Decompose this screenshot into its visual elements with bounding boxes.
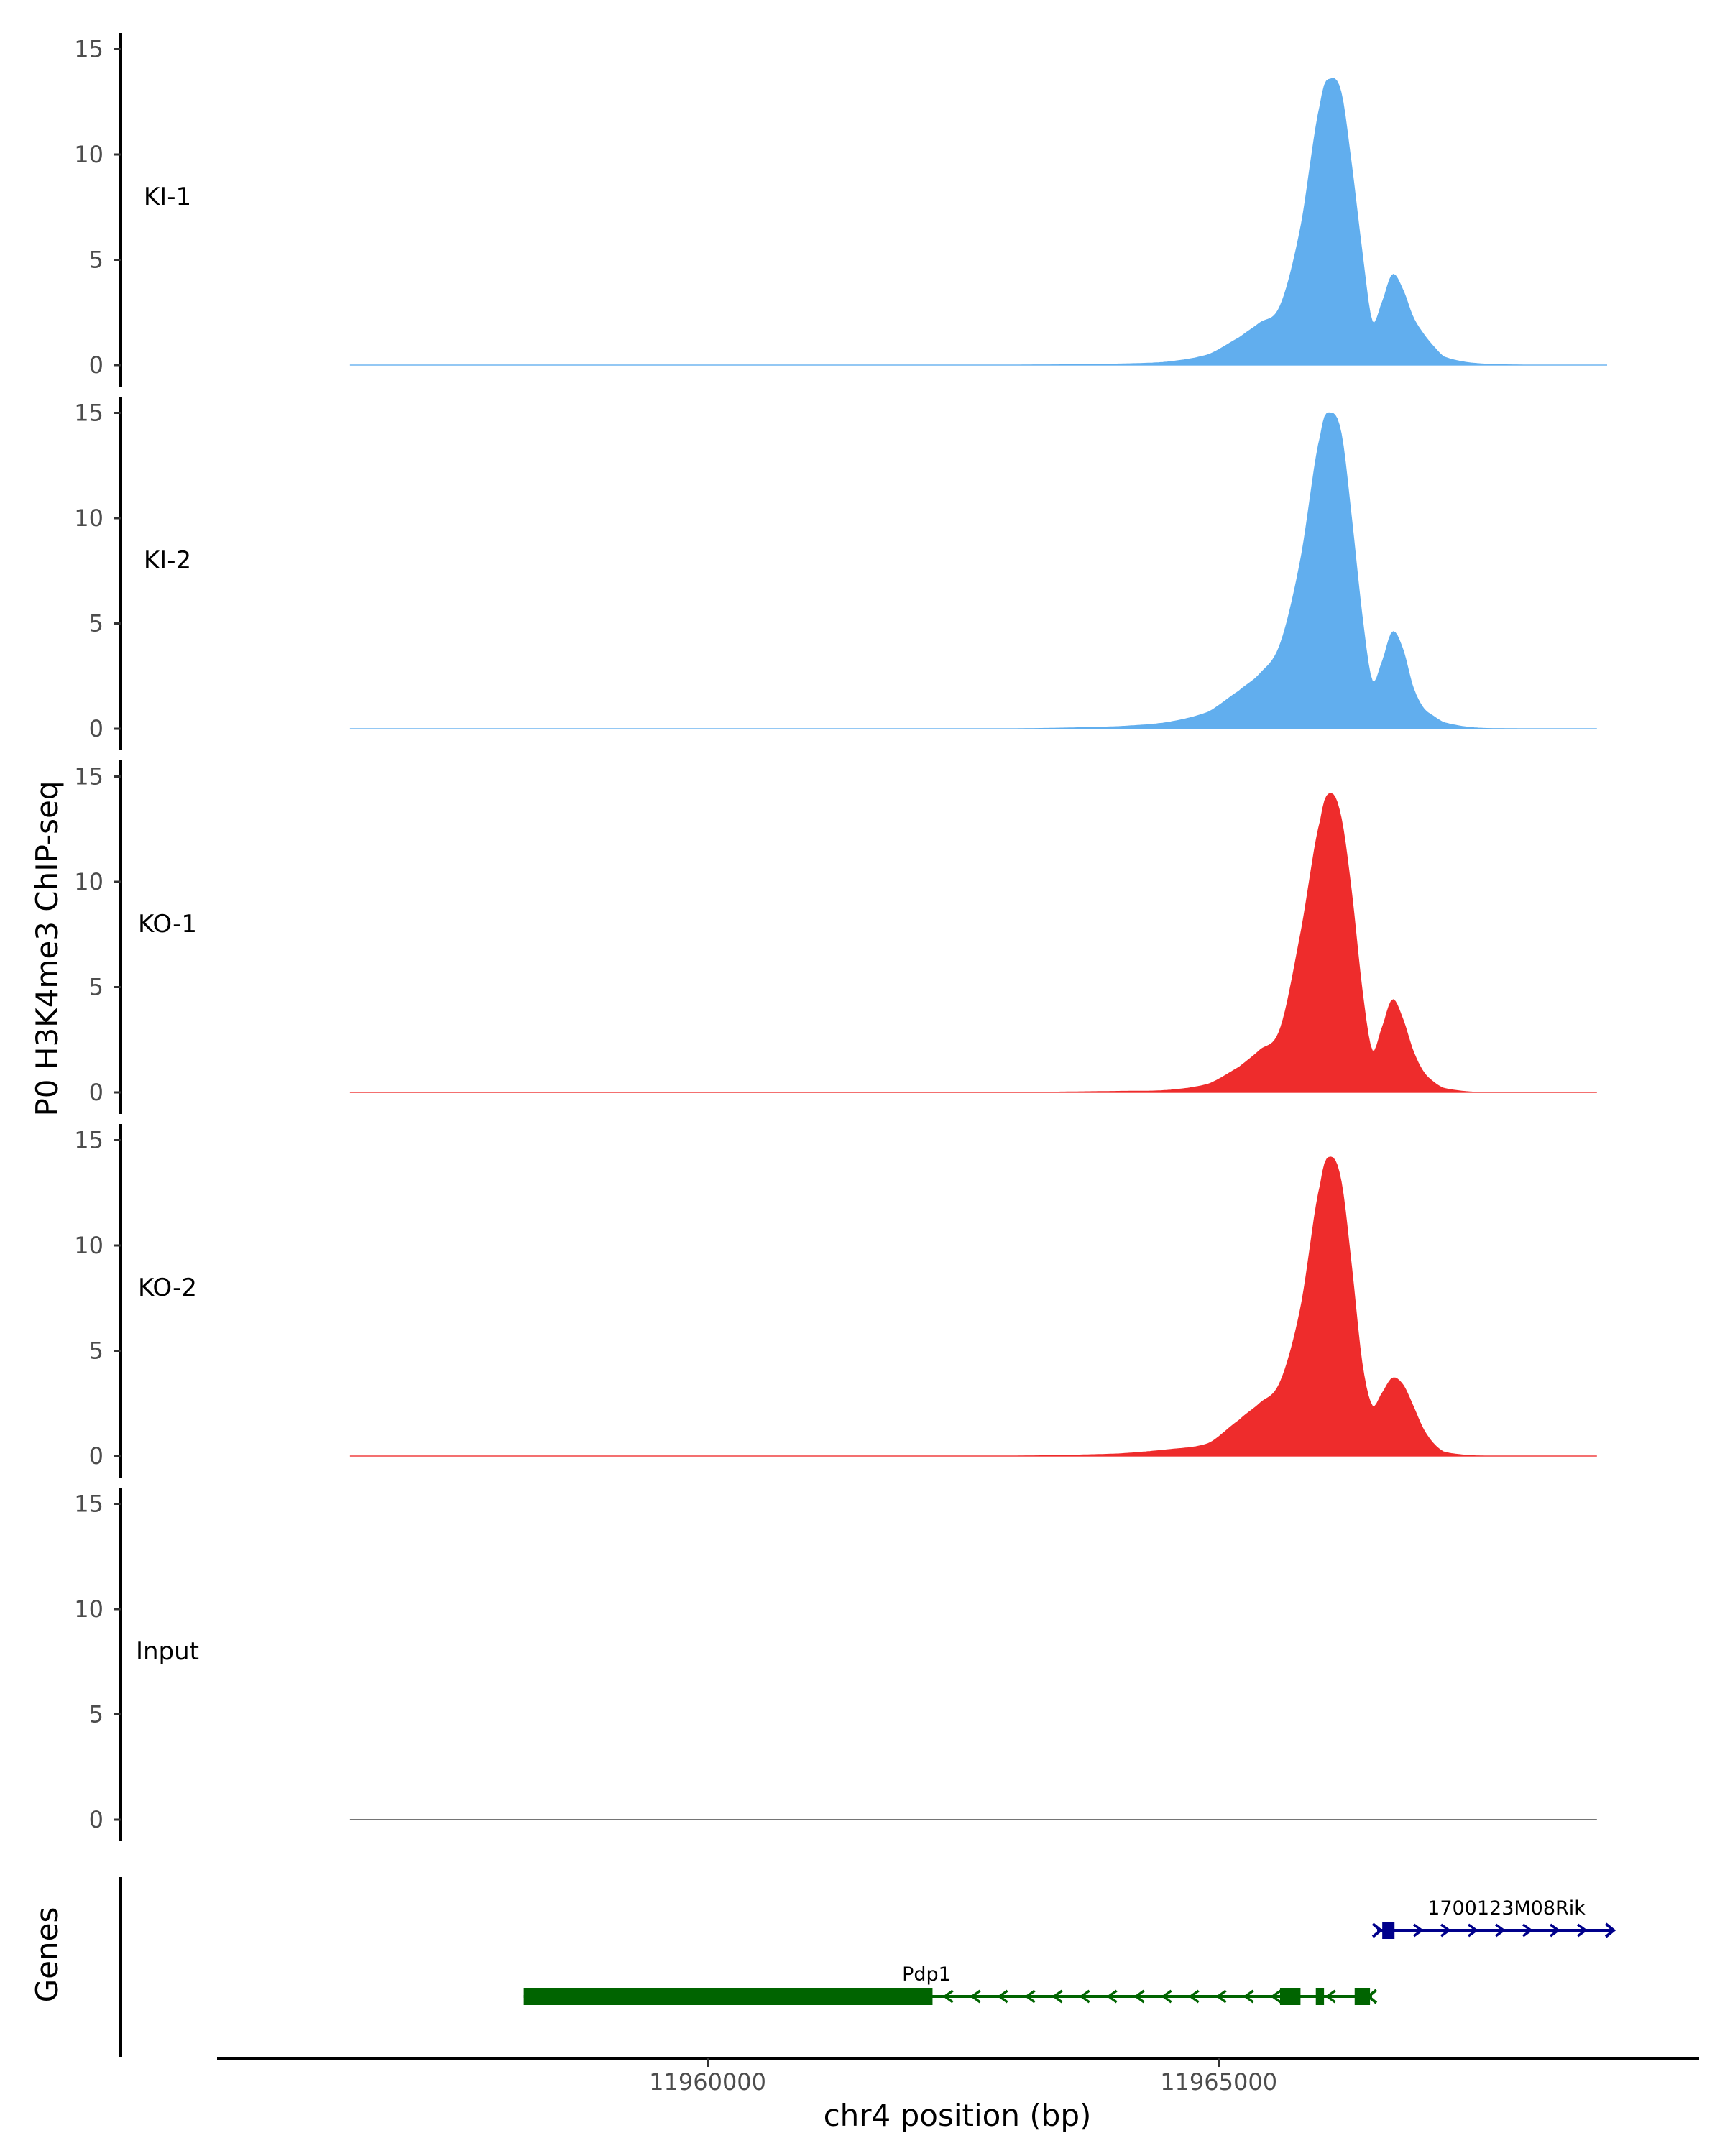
exon xyxy=(523,1988,933,2005)
exon xyxy=(1354,1988,1371,2005)
strand-arrow xyxy=(942,1989,954,2004)
y-tick-label: 5 xyxy=(89,610,104,637)
y-tick-label: 10 xyxy=(74,1232,104,1259)
y-tick-label: 0 xyxy=(89,1079,104,1106)
strand-arrow xyxy=(1215,1989,1227,2004)
track-label: KI-2 xyxy=(144,546,191,575)
gene-1700123m08rik: 1700123M08Rik xyxy=(1371,1897,1616,1939)
strand-arrow xyxy=(997,1989,1008,2004)
x-axis: 11960000 11965000 xyxy=(217,2057,1699,2096)
track-input: 0 5 10 15 Input xyxy=(74,1488,1597,1841)
x-axis-title: chr4 position (bp) xyxy=(824,2098,1092,2133)
track-ki-1: 0 5 10 15 KI-1 xyxy=(74,33,1608,387)
exon xyxy=(1315,1988,1325,2005)
y-tick-label: 10 xyxy=(74,868,104,895)
y-tick-label: 10 xyxy=(74,141,104,168)
y-tick-label: 5 xyxy=(89,1701,104,1728)
strand-arrow xyxy=(1522,1923,1534,1938)
gene-label: Pdp1 xyxy=(902,1963,951,1986)
y-tick-label: 15 xyxy=(74,1127,104,1154)
strand-arrow xyxy=(1024,1989,1036,2004)
track-label: KI-1 xyxy=(144,183,191,211)
y-tick-label: 10 xyxy=(74,505,104,532)
track-ko-2: 0 5 10 15 KO-2 xyxy=(74,1124,1597,1478)
coverage-area xyxy=(349,412,1597,729)
track-ki-2: 0 5 10 15 KI-2 xyxy=(74,397,1597,750)
strand-arrow xyxy=(1604,1922,1616,1938)
strand-arrow xyxy=(1325,1989,1336,2004)
strand-arrow xyxy=(1106,1989,1118,2004)
gene-label: 1700123M08Rik xyxy=(1427,1897,1586,1920)
y-axis-title: P0 H3K4me3 ChIP-seq xyxy=(29,780,65,1116)
gene-pdp1: Pdp1 xyxy=(523,1963,1378,2005)
strand-arrow xyxy=(1550,1923,1561,1938)
coverage-area xyxy=(349,78,1607,366)
y-tick-label: 5 xyxy=(89,247,104,274)
exon xyxy=(1382,1922,1395,1939)
strand-arrow xyxy=(1440,1923,1452,1938)
gene-track: 1700123M08Rik Pdp1 xyxy=(119,1877,1616,2057)
strand-arrow xyxy=(1052,1989,1063,2004)
strand-arrow xyxy=(1133,1989,1145,2004)
y-tick-label: 0 xyxy=(89,1442,104,1470)
track-label: KO-1 xyxy=(138,910,197,939)
strand-arrow xyxy=(1161,1989,1172,2004)
coverage-area xyxy=(349,793,1597,1093)
coverage-tracks: 0 5 10 15 KI-1 0 5 10 15 KI-2 0 5 10 15 KO-1 0 5 10 15 KO-2… xyxy=(74,33,1608,1841)
y-tick-label: 15 xyxy=(74,36,104,63)
strand-arrow xyxy=(1371,1922,1384,1938)
strand-arrow xyxy=(1188,1989,1200,2004)
x-tick-label: 11960000 xyxy=(649,2068,766,2096)
strand-arrow xyxy=(970,1989,981,2004)
track-label: KO-2 xyxy=(138,1273,197,1302)
y-tick-label: 10 xyxy=(74,1595,104,1623)
exon xyxy=(1279,1988,1301,2005)
y-tick-label: 15 xyxy=(74,1491,104,1518)
y-tick-label: 5 xyxy=(89,1337,104,1365)
strand-arrow xyxy=(1243,1989,1254,2004)
coverage-area xyxy=(349,1156,1597,1457)
x-tick-label: 11965000 xyxy=(1160,2068,1277,2096)
y-tick-label: 0 xyxy=(89,351,104,379)
y-tick-label: 15 xyxy=(74,400,104,427)
track-ko-1: 0 5 10 15 KO-1 xyxy=(74,760,1597,1114)
y-tick-label: 15 xyxy=(74,763,104,791)
strand-arrow xyxy=(1577,1923,1588,1938)
y-tick-label: 0 xyxy=(89,715,104,742)
strand-arrow xyxy=(1270,1989,1282,2004)
y-tick-label: 5 xyxy=(89,974,104,1001)
y-tick-label: 0 xyxy=(89,1806,104,1833)
strand-arrow xyxy=(1495,1923,1506,1938)
strand-arrow xyxy=(1468,1923,1479,1938)
genes-track-title: Genes xyxy=(29,1907,65,2003)
track-label: Input xyxy=(136,1637,199,1666)
strand-arrow xyxy=(1079,1989,1090,2004)
strand-arrow xyxy=(1413,1923,1425,1938)
